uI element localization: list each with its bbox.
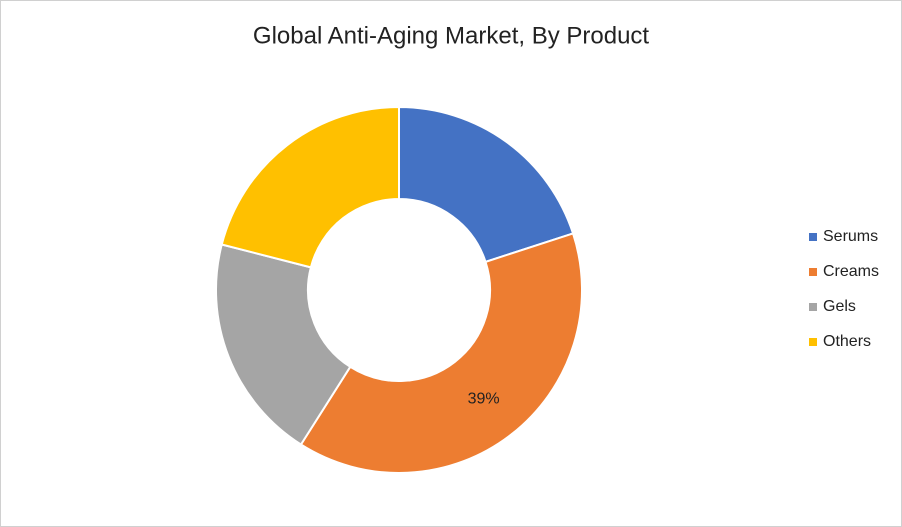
legend-label: Gels — [823, 298, 856, 315]
donut-slice — [299, 232, 583, 474]
legend-label: Creams — [823, 263, 879, 280]
donut-slice — [220, 105, 400, 269]
legend-swatch — [809, 268, 817, 276]
legend-label: Others — [823, 333, 871, 350]
legend-swatch — [809, 303, 817, 311]
data-label: 39% — [468, 390, 500, 407]
legend-swatch — [809, 233, 817, 241]
chart-title: Global Anti-Aging Market, By Product — [253, 22, 650, 49]
legend-label: Serums — [823, 228, 878, 245]
donut-slice — [398, 105, 575, 264]
donut-slice — [215, 243, 352, 446]
legend-swatch — [809, 338, 817, 346]
